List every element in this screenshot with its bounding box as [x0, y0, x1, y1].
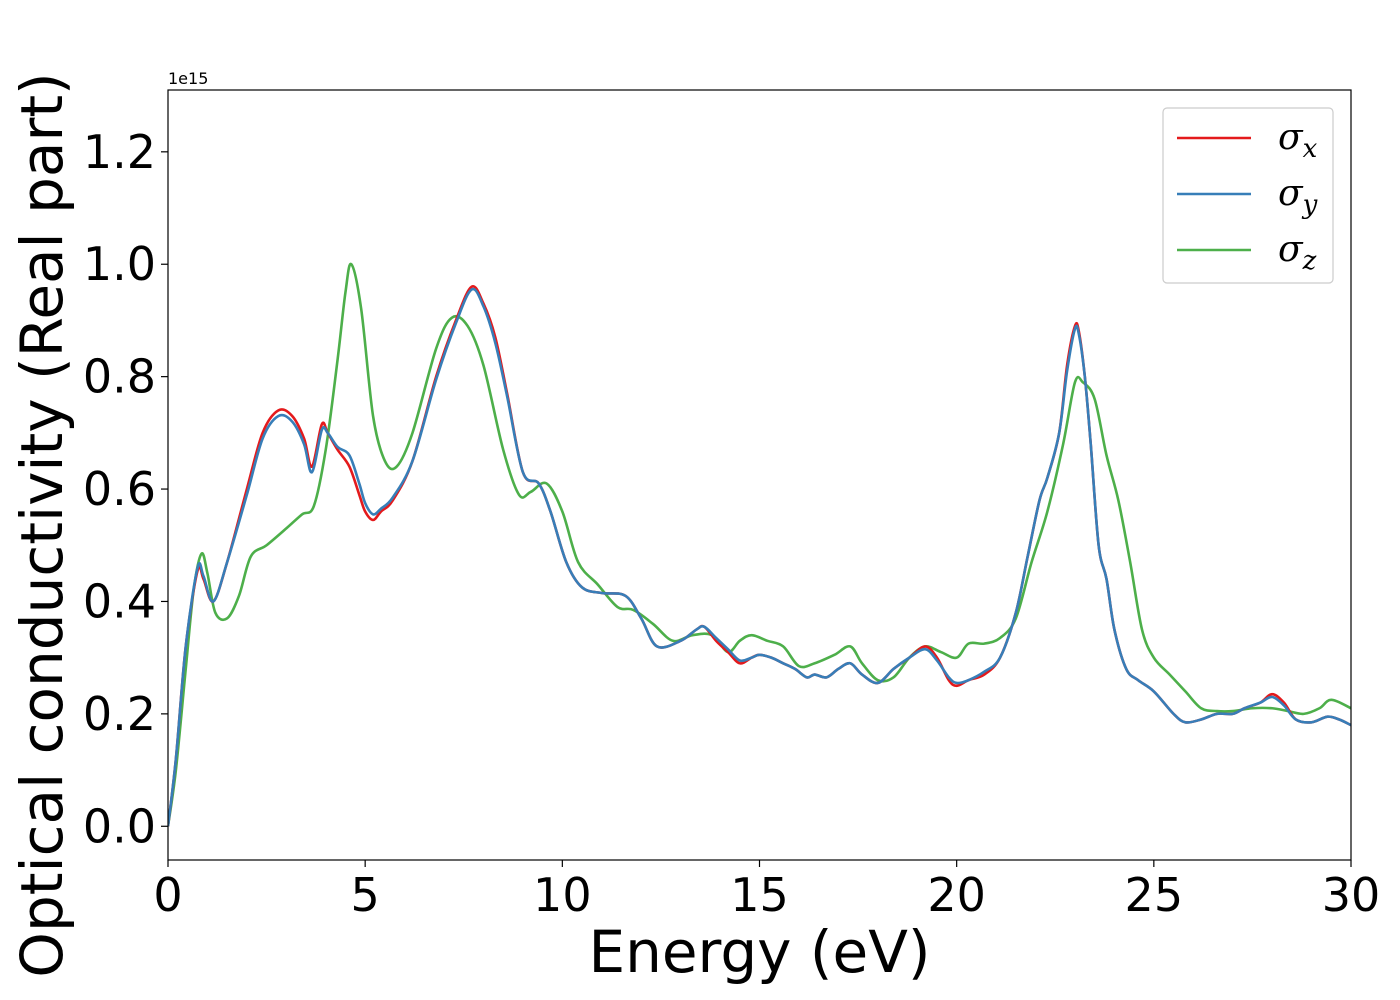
y-tick-label: 0.4 — [83, 574, 156, 628]
y-tick-label: 0.0 — [83, 799, 156, 853]
x-tick-label: 10 — [533, 868, 592, 922]
y-axis: 0.0 0.2 0.4 0.6 0.8 1.0 1.2 — [83, 125, 168, 853]
y-axis-offset-text: 1e15 — [168, 69, 208, 88]
legend-label-y: σy — [1278, 173, 1318, 220]
y-axis-label: Optical conductivity (Real part) — [8, 72, 76, 977]
legend-label-x: σx — [1278, 117, 1318, 164]
x-tick-label: 20 — [927, 868, 986, 922]
x-tick-label: 25 — [1125, 868, 1184, 922]
series-line-x — [168, 284, 1351, 827]
y-tick-label: 0.6 — [83, 462, 156, 516]
series-line-y — [168, 287, 1351, 827]
x-axis: 0 5 10 15 20 25 30 — [153, 860, 1380, 922]
plot-area — [168, 262, 1351, 827]
x-axis-label: Energy (eV) — [588, 918, 930, 986]
legend-label-z: σz — [1278, 229, 1317, 276]
series-line-z — [168, 262, 1351, 827]
x-tick-label: 15 — [730, 868, 789, 922]
y-tick-label: 0.2 — [83, 687, 156, 741]
y-tick-label: 1.2 — [83, 125, 156, 179]
x-tick-label: 5 — [351, 868, 380, 922]
y-tick-label: 1.0 — [83, 237, 156, 291]
legend-box — [1162, 107, 1334, 284]
y-tick-label: 0.8 — [83, 350, 156, 404]
x-tick-label: 0 — [153, 868, 182, 922]
x-tick-label: 30 — [1322, 868, 1381, 922]
legend: σx σy σz — [1162, 107, 1334, 284]
